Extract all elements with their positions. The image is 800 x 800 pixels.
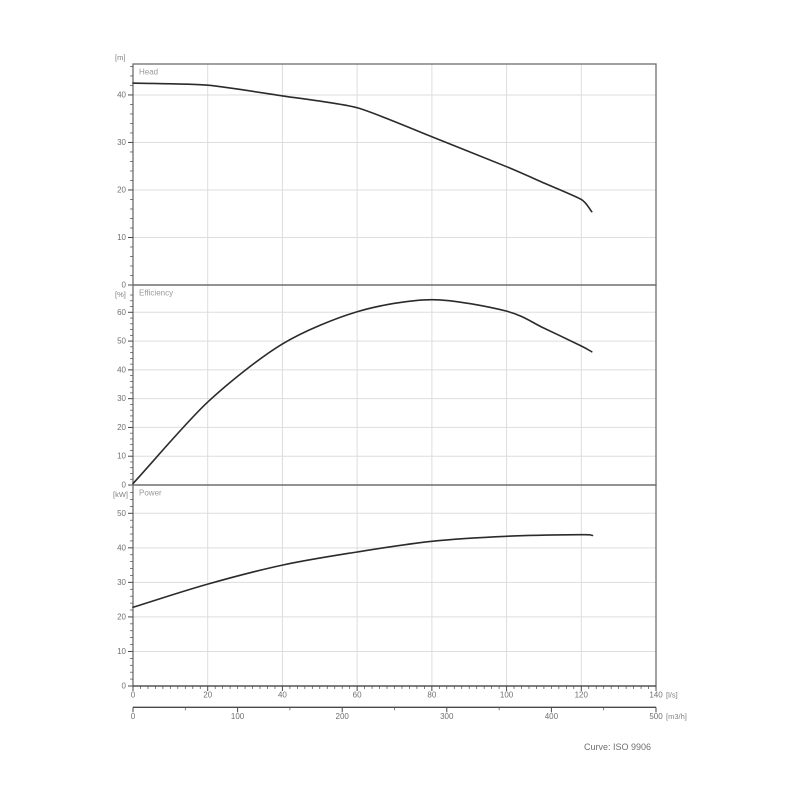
- svg-text:30: 30: [117, 138, 126, 147]
- svg-text:Efficiency: Efficiency: [139, 289, 173, 298]
- svg-text:Power: Power: [139, 489, 162, 498]
- svg-text:0: 0: [122, 682, 127, 691]
- svg-text:[kW]: [kW]: [113, 490, 128, 499]
- svg-text:10: 10: [117, 647, 126, 656]
- svg-text:200: 200: [336, 712, 350, 721]
- svg-text:10: 10: [117, 452, 126, 461]
- svg-text:40: 40: [117, 365, 126, 374]
- svg-text:300: 300: [440, 712, 454, 721]
- svg-text:500: 500: [649, 712, 663, 721]
- svg-text:40: 40: [117, 90, 126, 99]
- svg-text:0: 0: [122, 281, 127, 290]
- svg-text:[l/s]: [l/s]: [666, 691, 678, 700]
- svg-text:100: 100: [500, 691, 514, 700]
- svg-text:80: 80: [427, 691, 436, 700]
- svg-text:[m3/h]: [m3/h]: [666, 712, 687, 721]
- svg-text:140: 140: [649, 691, 663, 700]
- svg-text:20: 20: [117, 423, 126, 432]
- svg-text:20: 20: [117, 185, 126, 194]
- svg-text:Head: Head: [139, 68, 158, 77]
- svg-text:60: 60: [353, 691, 362, 700]
- svg-text:40: 40: [278, 691, 287, 700]
- svg-text:20: 20: [117, 612, 126, 621]
- svg-text:40: 40: [117, 543, 126, 552]
- svg-text:30: 30: [117, 578, 126, 587]
- svg-text:400: 400: [545, 712, 559, 721]
- svg-text:0: 0: [131, 712, 136, 721]
- svg-text:0: 0: [122, 481, 127, 490]
- svg-text:30: 30: [117, 394, 126, 403]
- svg-text:20: 20: [203, 691, 212, 700]
- svg-text:100: 100: [231, 712, 245, 721]
- svg-text:10: 10: [117, 233, 126, 242]
- svg-text:50: 50: [117, 337, 126, 346]
- svg-text:60: 60: [117, 308, 126, 317]
- svg-text:Curve: ISO 9906: Curve: ISO 9906: [584, 742, 651, 752]
- svg-text:[%]: [%]: [115, 290, 126, 299]
- svg-text:[m]: [m]: [115, 53, 125, 62]
- svg-text:50: 50: [117, 509, 126, 518]
- svg-text:0: 0: [131, 691, 136, 700]
- svg-text:120: 120: [575, 691, 589, 700]
